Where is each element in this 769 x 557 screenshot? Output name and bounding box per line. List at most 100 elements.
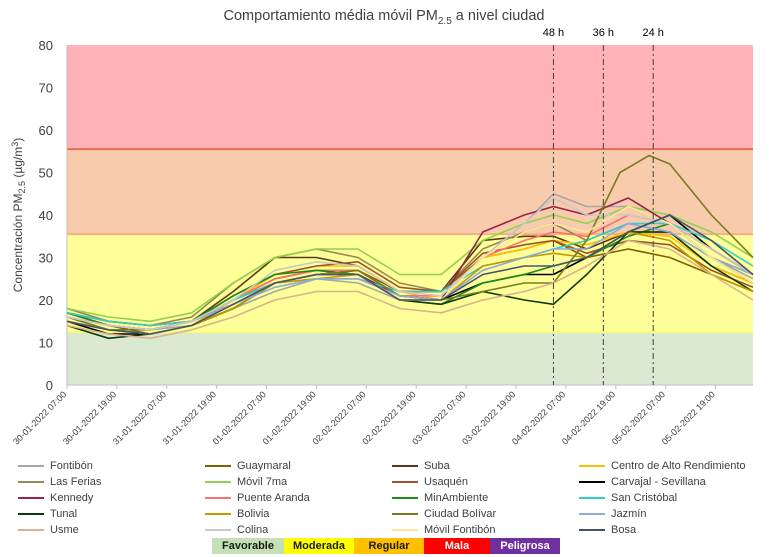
x-tick-label: 05-02-2022 19:00 <box>660 389 717 446</box>
y-tick-label: 80 <box>39 38 53 53</box>
legend-swatch <box>392 497 418 499</box>
legend-swatch <box>18 513 44 515</box>
y-tick-label: 30 <box>39 251 53 266</box>
y-tick-label: 10 <box>39 336 53 351</box>
legend-label: Jazmín <box>611 508 647 520</box>
legend-item: Ciudad Bolívar <box>392 508 579 520</box>
y-tick-label: 20 <box>39 293 53 308</box>
series-line-17 <box>66 197 754 331</box>
chart-title: Comportamiento média móvil PM2.5 a nivel… <box>224 8 545 27</box>
legend-item: Usaquén <box>392 476 579 488</box>
aq-category-3: Mala <box>424 538 490 554</box>
legend-label: Guaymaral <box>237 460 291 472</box>
legend-swatch <box>579 529 605 531</box>
legend-row: Fontibón Guaymaral Suba Centro de Alto Rend… <box>18 458 768 474</box>
aq-category-4: Peligrosa <box>490 538 560 554</box>
legend-swatch <box>205 465 231 467</box>
legend-row: Tunal Bolivia Ciudad Bolívar Jazmín <box>18 506 768 522</box>
series-line-5 <box>66 205 754 323</box>
aq-category-0: Favorable <box>212 538 284 554</box>
y-tick-label: 60 <box>39 123 53 138</box>
x-tick-label: 03-02-2022 19:00 <box>460 389 517 446</box>
legend-swatch <box>205 497 231 499</box>
legend-swatch <box>579 465 605 467</box>
legend-item: Kennedy <box>18 492 205 504</box>
legend-item: Usme <box>18 524 205 536</box>
legend-item: Suba <box>392 460 579 472</box>
x-tick-label: 02-02-2022 07:00 <box>310 389 367 446</box>
legend-item: Centro de Alto Rendimiento <box>579 460 766 472</box>
legend-label: Tunal <box>50 508 78 520</box>
legend-label: Suba <box>424 460 450 472</box>
x-tick-label: 05-02-2022 07:00 <box>610 389 667 446</box>
legend-item: Móvil Fontibón <box>392 524 579 536</box>
aq-band-0 <box>67 331 753 385</box>
legend-item: Bolivia <box>205 508 392 520</box>
legend-swatch <box>579 513 605 515</box>
x-tick-label: 03-02-2022 07:00 <box>410 389 467 446</box>
legend-label: Móvil 7ma <box>237 476 288 488</box>
aq-band-3 <box>67 45 753 150</box>
legend-label: Usme <box>50 524 79 536</box>
legend-item: San Cristóbal <box>579 492 766 504</box>
marker-label-0: 48 h <box>543 27 564 39</box>
x-tick-label: 30-01-2022 19:00 <box>61 389 118 446</box>
legend-swatch <box>392 465 418 467</box>
legend-label: Bosa <box>611 524 637 536</box>
series-lines <box>66 154 754 340</box>
legend-item: Puente Aranda <box>205 492 392 504</box>
series-line-16 <box>66 239 754 340</box>
x-tick-label: 02-02-2022 19:00 <box>360 389 417 446</box>
legend-label: Usaquén <box>424 476 469 488</box>
aq-category-2: Regular <box>354 538 424 554</box>
x-tick-label: 30-01-2022 07:00 <box>11 389 68 446</box>
y-tick-label: 0 <box>46 378 53 393</box>
legend-item: Guaymaral <box>205 460 392 472</box>
legend-label: Móvil Fontibón <box>424 524 496 536</box>
y-axis-label: Concentración PM2.5 (µg/m3) <box>10 138 27 293</box>
line-chart: Comportamiento média móvil PM2.5 a nivel… <box>10 8 754 447</box>
legend-swatch <box>18 481 44 483</box>
series-line-19 <box>66 214 754 335</box>
x-tick-label: 04-02-2022 19:00 <box>560 389 617 446</box>
y-tick-label: 70 <box>39 81 53 96</box>
legend-row: Kennedy Puente Aranda MinAmbiente San Crist… <box>18 490 768 506</box>
legend-row: Las Ferias Móvil 7ma Usaquén Carvajal - Sev… <box>18 474 768 490</box>
legend-swatch <box>392 529 418 531</box>
legend-item: Móvil 7ma <box>205 476 392 488</box>
legend-swatch <box>18 497 44 499</box>
legend-item: Carvajal - Sevillana <box>579 476 766 488</box>
marker-label-1: 36 h <box>593 27 614 39</box>
legend-row: Usme Colina Móvil Fontibón Bosa <box>18 522 768 538</box>
legend-item: MinAmbiente <box>392 492 579 504</box>
legend-swatch <box>205 529 231 531</box>
legend-item: Fontibón <box>18 460 205 472</box>
legend-swatch <box>392 481 418 483</box>
legend-item: Bosa <box>579 524 766 536</box>
marker-label-2: 24 h <box>643 27 664 39</box>
aq-band-2 <box>67 149 753 235</box>
x-tick-label: 31-01-2022 19:00 <box>161 389 218 446</box>
air-quality-scale: Favorable Moderada Regular Mala Peligrosa <box>212 538 560 554</box>
x-tick-label: 01-02-2022 07:00 <box>211 389 268 446</box>
legend-label: Fontibón <box>50 460 93 472</box>
legend-label: Centro de Alto Rendimiento <box>611 460 746 472</box>
legend-item: Jazmín <box>579 508 766 520</box>
legend-label: Ciudad Bolívar <box>424 508 497 520</box>
legend-label: Puente Aranda <box>237 492 310 504</box>
legend-swatch <box>392 513 418 515</box>
legend-swatch <box>18 465 44 467</box>
legend-swatch <box>579 497 605 499</box>
legend-label: MinAmbiente <box>424 492 489 504</box>
legend-swatch <box>579 481 605 483</box>
aq-category-1: Moderada <box>284 538 354 554</box>
legend-item: Las Ferias <box>18 476 205 488</box>
x-tick-label: 01-02-2022 19:00 <box>261 389 318 446</box>
hour-markers: 48 h 36 h 24 h <box>543 27 664 385</box>
legend-swatch <box>18 529 44 531</box>
y-tick-label: 50 <box>39 166 53 181</box>
legend-label: Colina <box>237 524 269 536</box>
x-tick-label: 31-01-2022 07:00 <box>111 389 168 446</box>
legend-label: Las Ferias <box>50 476 102 488</box>
